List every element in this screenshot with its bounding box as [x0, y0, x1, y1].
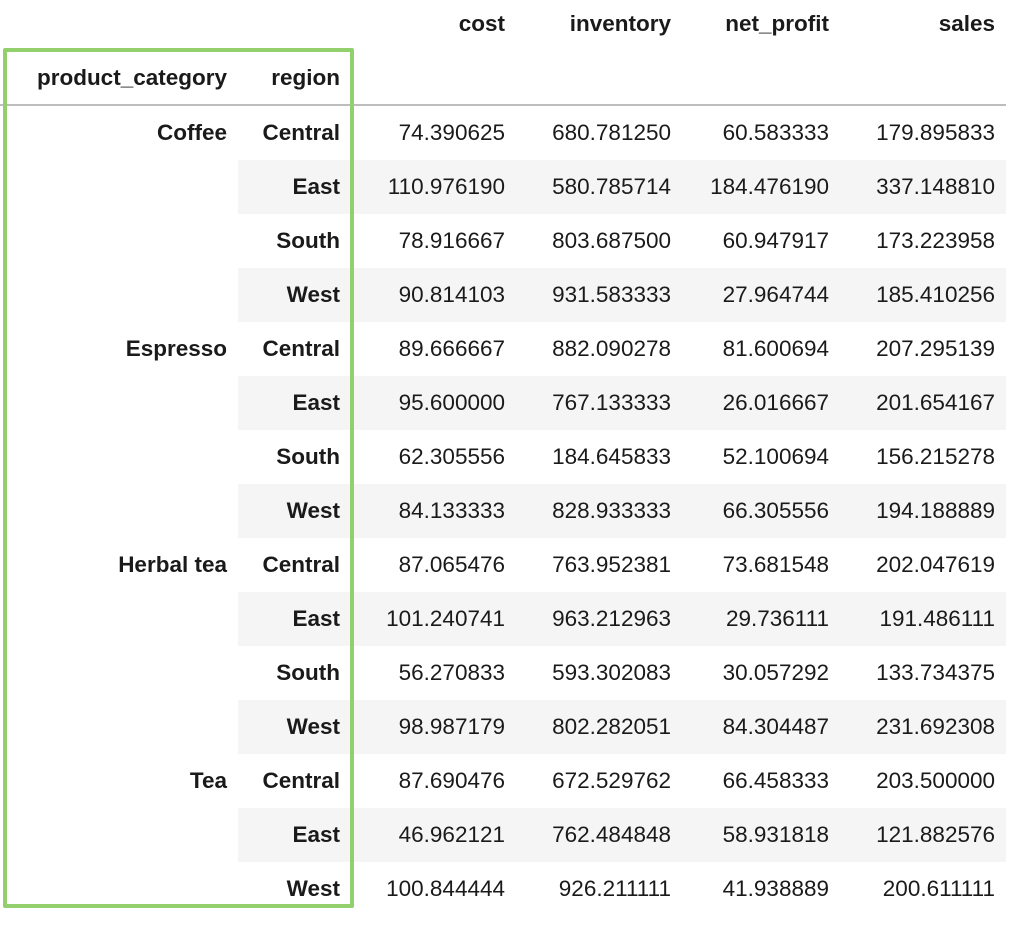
column-header-inventory: inventory [569, 11, 671, 36]
cell-net-profit: 66.458333 [722, 768, 829, 793]
cell-inventory: 828.933333 [552, 498, 671, 523]
cell-cost: 87.690476 [398, 768, 505, 793]
cell-sales: 200.611111 [882, 876, 995, 901]
row-stripe [238, 376, 1006, 430]
index-region: Central [262, 768, 340, 793]
index-name-product-category: product_category [36, 65, 227, 90]
index-product-category: Herbal tea [118, 552, 227, 577]
cell-inventory: 802.282051 [552, 714, 671, 739]
index-region: East [292, 174, 340, 199]
index-product-category: Tea [189, 768, 227, 793]
cell-inventory: 803.687500 [552, 228, 671, 253]
column-header-net-profit: net_profit [725, 11, 829, 36]
cell-net-profit: 30.057292 [722, 660, 829, 685]
cell-net-profit: 58.931818 [722, 822, 829, 847]
cell-inventory: 767.133333 [552, 390, 671, 415]
cell-sales: 337.148810 [876, 174, 995, 199]
cell-net-profit: 60.947917 [722, 228, 829, 253]
cell-sales: 121.882576 [876, 822, 995, 847]
index-region: South [276, 660, 340, 685]
cell-cost: 90.814103 [398, 282, 505, 307]
cell-inventory: 672.529762 [552, 768, 671, 793]
cell-sales: 231.692308 [876, 714, 995, 739]
cell-inventory: 931.583333 [552, 282, 671, 307]
index-region: West [286, 876, 340, 901]
cell-inventory: 184.645833 [552, 444, 671, 469]
cell-cost: 62.305556 [398, 444, 505, 469]
cell-net-profit: 73.681548 [722, 552, 829, 577]
index-product-category: Coffee [156, 120, 227, 145]
column-header-cost: cost [458, 11, 505, 36]
index-region: East [292, 606, 340, 631]
index-region: South [276, 444, 340, 469]
cell-net-profit: 26.016667 [722, 390, 829, 415]
cell-cost: 110.976190 [387, 174, 505, 199]
cell-cost: 56.270833 [398, 660, 505, 685]
cell-inventory: 763.952381 [552, 552, 671, 577]
cell-net-profit: 29.736111 [725, 606, 829, 631]
cell-inventory: 926.211111 [558, 876, 671, 901]
cell-sales: 133.734375 [876, 660, 995, 685]
cell-inventory: 762.484848 [552, 822, 671, 847]
cell-cost: 89.666667 [398, 336, 505, 361]
cell-net-profit: 184.476190 [710, 174, 829, 199]
cell-net-profit: 60.583333 [722, 120, 829, 145]
cell-net-profit: 81.600694 [722, 336, 829, 361]
cell-sales: 179.895833 [876, 120, 995, 145]
row-stripe [238, 268, 1006, 322]
index-region: Central [262, 120, 340, 145]
header-divider [0, 104, 1006, 106]
index-product-category: Espresso [125, 336, 227, 361]
cell-inventory: 882.090278 [552, 336, 671, 361]
row-stripe [238, 700, 1006, 754]
cell-net-profit: 66.305556 [722, 498, 829, 523]
cell-sales: 203.500000 [876, 768, 995, 793]
cell-cost: 46.962121 [398, 822, 505, 847]
cell-net-profit: 84.304487 [722, 714, 829, 739]
cell-inventory: 580.785714 [552, 174, 671, 199]
cell-inventory: 963.212963 [552, 606, 671, 631]
index-region: South [276, 228, 340, 253]
cell-inventory: 680.781250 [552, 120, 671, 145]
cell-sales: 194.188889 [876, 498, 995, 523]
cell-sales: 156.215278 [876, 444, 995, 469]
row-stripe [238, 160, 1006, 214]
cell-inventory: 593.302083 [552, 660, 671, 685]
column-header-sales: sales [938, 11, 995, 36]
row-stripe [238, 808, 1006, 862]
index-region: West [286, 714, 340, 739]
cell-cost: 95.600000 [398, 390, 505, 415]
cell-cost: 84.133333 [398, 498, 505, 523]
cell-net-profit: 41.938889 [722, 876, 829, 901]
index-region: Central [262, 336, 340, 361]
cell-net-profit: 27.964744 [722, 282, 829, 307]
cell-cost: 101.240741 [386, 606, 505, 631]
index-region: West [286, 498, 340, 523]
index-region: East [292, 822, 340, 847]
cell-sales: 201.654167 [876, 390, 995, 415]
cell-cost: 98.987179 [398, 714, 505, 739]
cell-cost: 78.916667 [398, 228, 505, 253]
cell-sales: 191.486111 [879, 606, 995, 631]
index-region: East [292, 390, 340, 415]
row-stripe [238, 484, 1006, 538]
cell-net-profit: 52.100694 [722, 444, 829, 469]
cell-cost: 74.390625 [398, 120, 505, 145]
cell-sales: 207.295139 [876, 336, 995, 361]
cell-sales: 185.410256 [876, 282, 995, 307]
cell-sales: 173.223958 [876, 228, 995, 253]
cell-cost: 100.844444 [386, 876, 505, 901]
row-stripe [238, 592, 1006, 646]
index-name-region: region [271, 65, 340, 90]
cell-sales: 202.047619 [876, 552, 995, 577]
index-region: West [286, 282, 340, 307]
cell-cost: 87.065476 [398, 552, 505, 577]
index-region: Central [262, 552, 340, 577]
